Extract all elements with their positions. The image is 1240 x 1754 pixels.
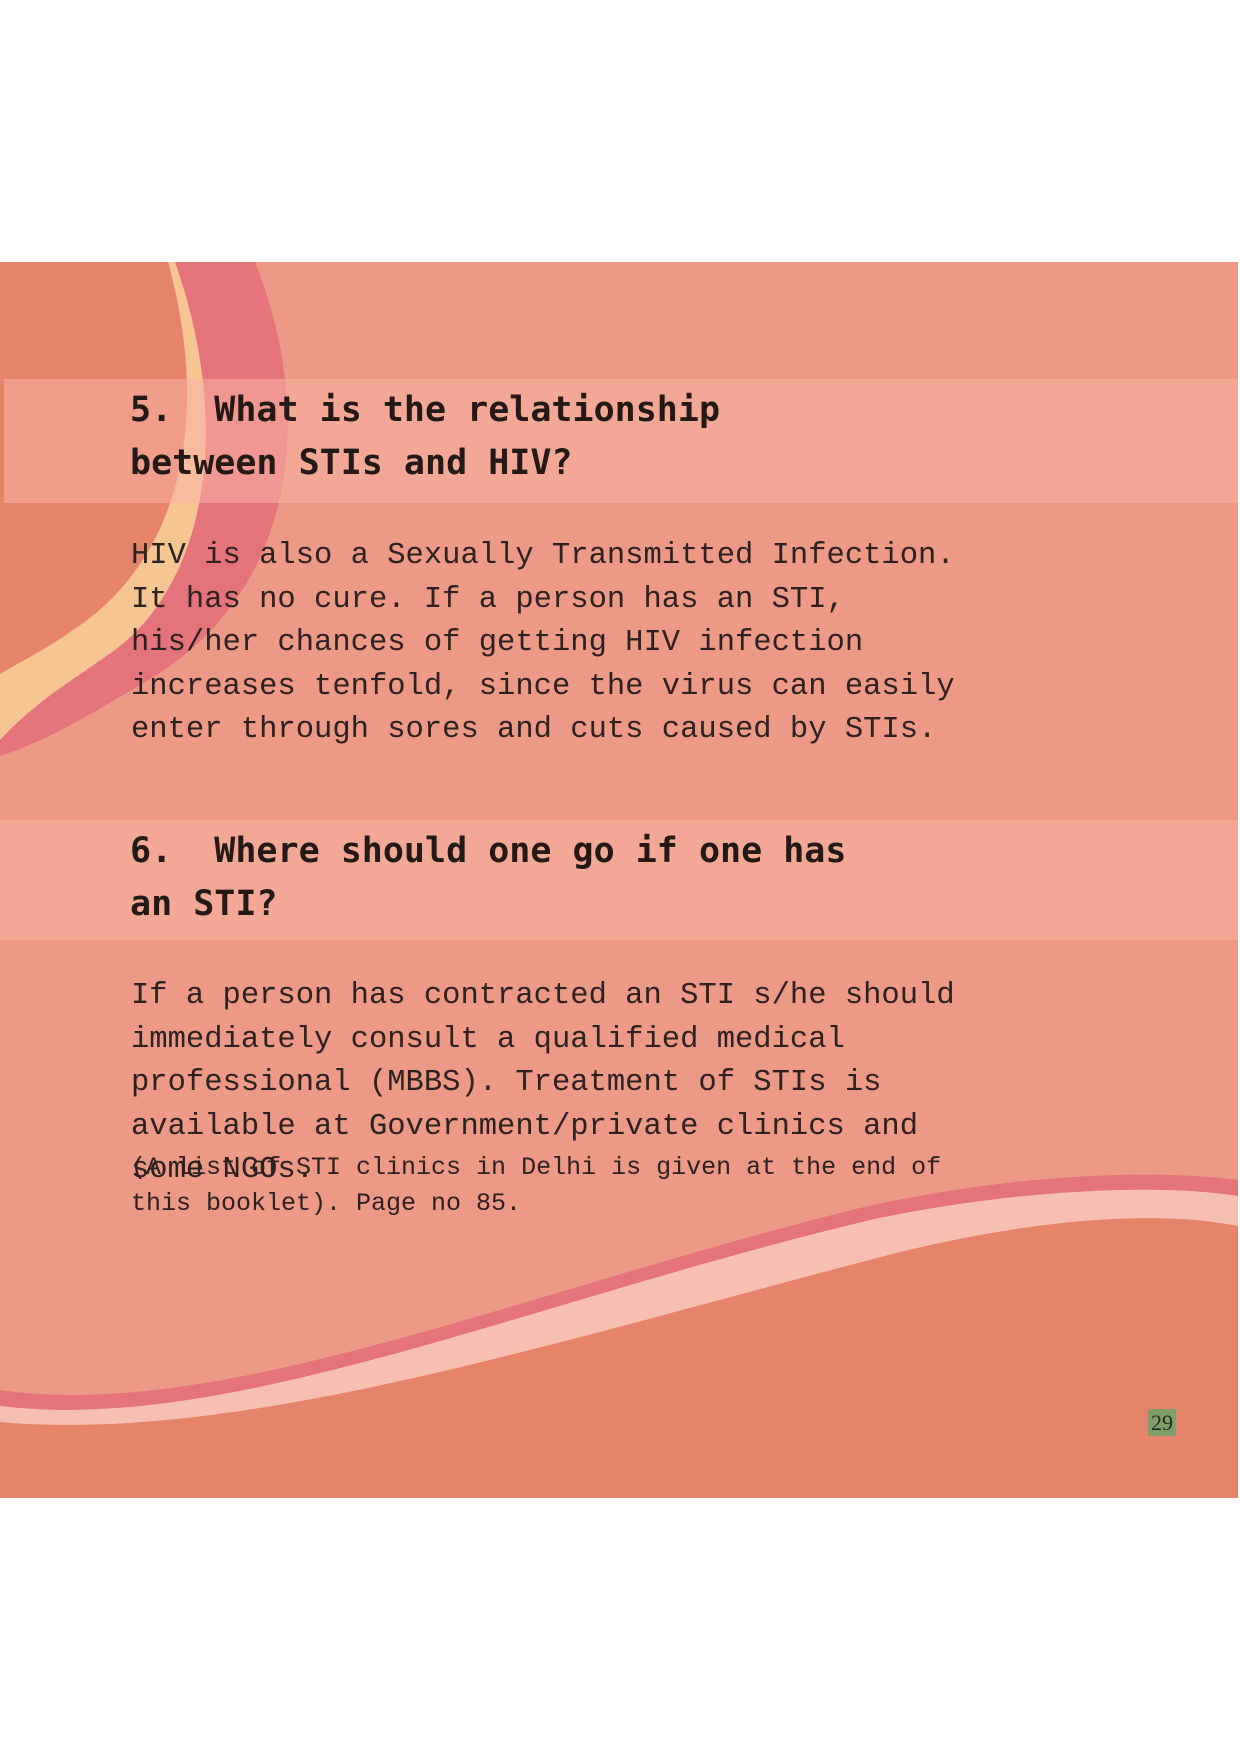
question-6-heading: 6. Where should one go if one has an STI…: [130, 831, 847, 924]
heading-band: [0, 820, 1238, 940]
question-6-answer: If a person has contracted an STI s/he s…: [131, 979, 955, 1188]
question-5-heading: 5. What is the relationship between STIs…: [130, 390, 721, 483]
clinic-list-note: (A list of STI clinics in Delhi is given…: [131, 1153, 942, 1218]
orange-wave-decoration: [0, 1218, 1238, 1498]
page-number: 29: [1148, 1409, 1176, 1436]
content-panel: 5. What is the relationship between STIs…: [0, 262, 1238, 1498]
heading-band: [4, 379, 1238, 503]
question-5-answer: HIV is also a Sexually Transmitted Infec…: [131, 539, 955, 748]
